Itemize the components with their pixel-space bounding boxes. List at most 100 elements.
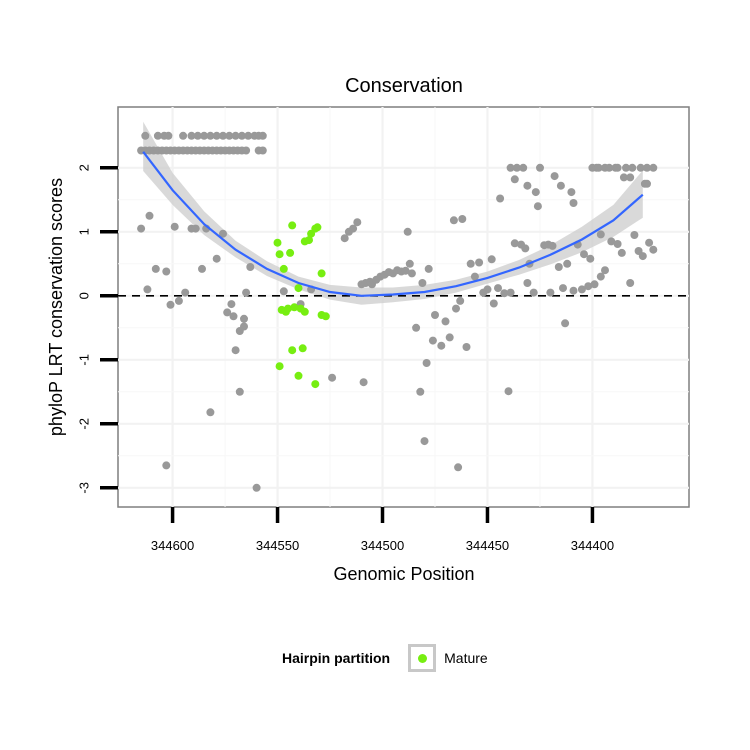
data-point-other xyxy=(445,333,454,342)
data-point-other xyxy=(519,163,528,172)
data-point-mature xyxy=(313,223,322,232)
y-tick-label: 1 xyxy=(76,228,91,235)
data-point-other xyxy=(550,172,559,181)
data-point-other xyxy=(649,245,658,254)
data-point-other xyxy=(424,264,433,273)
data-point-other xyxy=(401,266,410,275)
data-point-other xyxy=(605,163,614,172)
data-point-other xyxy=(554,263,563,271)
data-point-other xyxy=(622,163,630,172)
data-point-other xyxy=(458,215,467,223)
data-point-other xyxy=(475,258,484,267)
data-point-other xyxy=(510,239,519,248)
data-point-mature xyxy=(275,250,284,259)
data-point-other xyxy=(353,218,362,227)
data-point-other xyxy=(431,311,439,319)
data-point-other xyxy=(607,237,616,246)
data-point-other xyxy=(162,267,171,276)
data-point-other xyxy=(246,263,255,271)
data-point-other xyxy=(279,287,288,296)
data-point-other xyxy=(649,163,658,172)
data-point-other xyxy=(613,240,622,248)
x-tick-label: 344550 xyxy=(256,538,299,553)
data-point-other xyxy=(580,250,588,259)
data-point-other xyxy=(187,131,196,140)
x-axis: 344600 344550 344500 344450 344400 xyxy=(151,507,614,553)
data-point-other xyxy=(529,288,538,297)
data-point-other xyxy=(258,131,267,140)
data-point-other xyxy=(449,216,458,225)
data-point-other xyxy=(206,408,215,417)
data-point-other xyxy=(412,323,421,332)
plot-panel xyxy=(117,106,690,508)
data-point-other xyxy=(162,461,171,470)
data-point-other xyxy=(416,387,425,396)
data-point-other xyxy=(145,211,154,220)
data-point-other xyxy=(619,173,628,182)
data-point-other xyxy=(512,163,521,172)
data-point-other xyxy=(487,255,496,264)
data-point-other xyxy=(237,131,246,140)
data-point-mature xyxy=(294,371,303,380)
data-point-other xyxy=(533,202,542,211)
data-point-other xyxy=(340,234,349,243)
data-point-other xyxy=(506,163,515,172)
data-point-other xyxy=(258,146,267,155)
data-point-other xyxy=(200,131,209,140)
data-point-other xyxy=(437,341,446,350)
y-axis: 2 1 0 -1 -2 -3 xyxy=(76,164,118,494)
data-point-other xyxy=(504,387,513,396)
data-point-other xyxy=(626,279,635,287)
data-point-mature xyxy=(273,238,282,247)
legend-title: Hairpin partition xyxy=(282,650,391,666)
data-point-other xyxy=(206,131,215,140)
y-tick-label: -1 xyxy=(76,354,91,366)
data-point-other xyxy=(219,229,227,238)
data-point-other xyxy=(483,285,492,294)
data-point-other xyxy=(590,280,599,289)
data-point-mature xyxy=(317,269,326,278)
data-point-other xyxy=(462,343,471,351)
x-tick-label: 344450 xyxy=(466,538,509,553)
legend-dot-icon xyxy=(417,653,427,663)
data-point-other xyxy=(489,299,498,308)
data-point-other xyxy=(494,284,502,293)
y-tick-label: 0 xyxy=(76,292,91,299)
data-point-other xyxy=(170,222,179,231)
grid xyxy=(118,107,689,507)
data-point-other xyxy=(223,308,232,317)
data-point-mature xyxy=(294,284,303,293)
x-tick-label: 344400 xyxy=(571,538,614,553)
y-tick-label: 2 xyxy=(76,164,91,171)
data-point-other xyxy=(231,131,240,140)
data-point-other xyxy=(548,241,557,250)
data-point-mature xyxy=(311,380,320,389)
data-point-other xyxy=(500,289,509,298)
data-point-other xyxy=(151,264,160,273)
data-point-other xyxy=(328,373,337,382)
data-point-other xyxy=(212,254,221,263)
legend-key xyxy=(408,644,437,672)
legend: Hairpin partition Mature xyxy=(282,640,488,676)
data-point-other xyxy=(626,173,635,182)
data-point-other xyxy=(601,266,609,275)
data-point-other xyxy=(181,288,190,297)
data-point-other xyxy=(506,288,515,297)
points-mature xyxy=(273,221,330,389)
data-point-other xyxy=(193,131,202,140)
data-point-other xyxy=(617,248,626,257)
data-point-other xyxy=(359,378,368,387)
data-point-other xyxy=(227,300,236,309)
data-point-other xyxy=(596,230,605,239)
data-point-other xyxy=(229,312,238,321)
data-point-other xyxy=(403,227,412,236)
data-point-other xyxy=(452,304,460,313)
data-point-other xyxy=(137,224,146,233)
data-point-other xyxy=(470,272,479,281)
data-point-other xyxy=(244,131,253,140)
data-point-other xyxy=(496,194,505,203)
data-point-mature xyxy=(284,304,292,313)
data-point-other xyxy=(584,282,593,291)
data-point-other xyxy=(645,238,654,247)
